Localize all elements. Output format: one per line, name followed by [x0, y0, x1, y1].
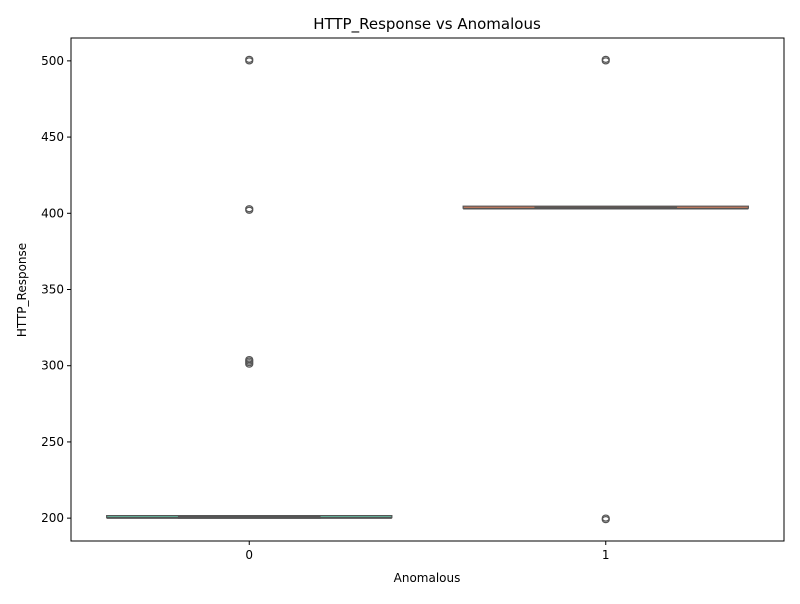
y-tick-label-500: 500 [41, 54, 64, 68]
y-tick-label-200: 200 [41, 511, 64, 525]
outlier-point-0-5 [245, 205, 254, 213]
x-tick-label-1: 1 [602, 548, 610, 562]
x-axis-label: Anomalous [394, 571, 461, 585]
y-axis-label: HTTP_Response [15, 243, 29, 337]
plot-frame [70, 37, 785, 542]
y-tick-label-400: 400 [41, 206, 64, 220]
chart-title: HTTP_Response vs Anomalous [313, 15, 541, 34]
outlier-point-1-3 [601, 55, 610, 63]
chart-marks [106, 55, 749, 524]
outlier-point-1-1 [601, 514, 610, 522]
y-tick-label-450: 450 [41, 130, 64, 144]
outlier-point-0-3 [245, 356, 254, 364]
y-tick-label-350: 350 [41, 283, 64, 297]
outlier-point-0-7 [245, 55, 254, 63]
y-tick-label-250: 250 [41, 435, 64, 449]
y-tick-label-300: 300 [41, 359, 64, 373]
x-tick-label-0: 0 [245, 548, 253, 562]
axes: 200 250 300 350 400 450 500 0 1 [41, 37, 785, 562]
box-group-0 [106, 55, 393, 519]
box-group-1 [462, 55, 749, 524]
